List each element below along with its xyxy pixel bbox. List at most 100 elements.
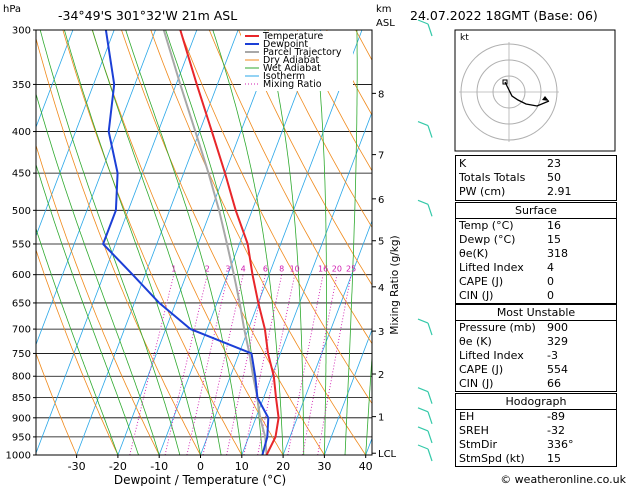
dry-adiabat-line [36, 248, 119, 455]
km-tick-label: 5 [378, 237, 384, 248]
isotherm-line [36, 30, 156, 346]
wet-adiabat-line [36, 92, 160, 455]
pressure-tick-label: 500 [12, 206, 31, 217]
mixing-ratio-label: 10 [290, 265, 300, 274]
most-unstable-key: CIN (J) [459, 377, 494, 390]
wind-barbs [417, 19, 433, 462]
surface-panel: Surface Temp (°C) 16 Dewp (°C) 15 θe(K) 318… [455, 202, 617, 304]
surface-value: 4 [547, 261, 554, 274]
legend-dry-adiabat: Dry Adiabat [263, 55, 320, 66]
index-row: PW (cm) 2.91 [459, 185, 614, 199]
mixing-ratio-label: 25 [346, 265, 356, 274]
most-unstable-key: Pressure (mb) [459, 321, 536, 334]
index-row: K 23 [459, 157, 614, 171]
pressure-tick-label: 700 [12, 325, 31, 336]
index-value: 2.91 [547, 185, 572, 198]
index-key: PW (cm) [459, 185, 506, 198]
surface-value: 0 [547, 275, 554, 288]
temperature-tick-label: 20 [276, 460, 290, 473]
hodograph-storm-marker [502, 79, 508, 85]
wet-adiabat-line [314, 30, 327, 455]
isotherm-line [282, 219, 372, 455]
most-unstable-key: Lifted Index [459, 349, 524, 362]
surface-title: Surface [515, 204, 557, 217]
surface-divider [456, 218, 616, 219]
dry-adiabat-line [150, 30, 367, 455]
mixing-ratio-label: 8 [279, 265, 284, 274]
legend-mixing-ratio: Mixing Ratio [263, 79, 322, 90]
surface-key: CAPE (J) [459, 275, 504, 288]
isotherm-line [324, 328, 372, 455]
x-axis-title: Dewpoint / Temperature (°C) [114, 473, 286, 486]
hodograph-table-title: Hodograph [505, 395, 567, 408]
isotherm-line [36, 30, 198, 455]
most-unstable-row: CIN (J) 66 [459, 377, 614, 391]
mixing-ratio-axis-title: Mixing Ratio (g/kg) [389, 235, 401, 334]
most-unstable-key: CAPE (J) [459, 363, 504, 376]
most-unstable-value: -3 [547, 349, 558, 362]
surface-row: Lifted Index 4 [459, 261, 614, 275]
most-unstable-row: CAPE (J) 554 [459, 363, 614, 377]
isotherm-line [36, 30, 115, 237]
mixing-ratio-line [202, 274, 244, 455]
mixing-ratio-line [287, 274, 324, 455]
wet-adiabat-line [125, 30, 243, 455]
series-dewpoint [102, 30, 270, 455]
surface-row: Dewp (°C) 15 [459, 233, 614, 247]
surface-row: θe(K) 318 [459, 247, 614, 261]
index-value: 50 [547, 171, 561, 184]
wet-adiabat-line [212, 30, 284, 455]
hodograph-table-panel: Hodograph EH -89 SREH -32 StmDir 336° StmSp… [455, 393, 617, 467]
most-unstable-value: 329 [547, 335, 568, 348]
surface-key: θe(K) [459, 247, 489, 260]
index-row: Totals Totals 50 [459, 171, 614, 185]
wet-adiabat-line [39, 30, 181, 455]
surface-row: CIN (J) 0 [459, 289, 614, 303]
hodograph-table-key: StmDir [459, 438, 498, 451]
surface-key: CIN (J) [459, 289, 494, 302]
mixing-ratio-label: 16 [318, 265, 328, 274]
wind-barb-staff [427, 322, 433, 336]
most-unstable-divider [456, 320, 616, 321]
hodograph-table-row: EH -89 [459, 410, 614, 424]
wet-adiabat-line [92, 30, 222, 455]
isotherm-line [117, 30, 280, 455]
index-key: Totals Totals [459, 171, 526, 184]
wet-adiabat-line [36, 163, 139, 455]
wet-adiabat-line [264, 30, 305, 455]
pressure-tick-label: 350 [12, 80, 31, 91]
location-title: -34°49'S 301°32'W 21m ASL [58, 8, 237, 23]
hodograph-table-key: SREH [459, 424, 489, 437]
legend-box [241, 31, 353, 91]
dry-adiabat-line [208, 30, 372, 345]
hodograph-table-row: SREH -32 [459, 424, 614, 438]
pressure-tick-label: 450 [12, 169, 31, 180]
surface-key: Dewp (°C) [459, 233, 516, 246]
wet-adiabat-line [365, 351, 372, 455]
surface-value: 15 [547, 233, 561, 246]
plot-frame [35, 29, 373, 456]
hodograph-arrowhead [542, 96, 549, 101]
mixing-ratio-label: 6 [263, 265, 268, 274]
legend: Temperature Dewpoint Parcel Trajectory D… [241, 31, 353, 91]
wind-barb-staff [427, 23, 433, 37]
most-unstable-value: 900 [547, 321, 568, 334]
mixing-ratio-label: 4 [241, 265, 246, 274]
wind-barb-staff [427, 411, 433, 424]
dry-adiabat-line [36, 352, 77, 455]
surface-key: Lifted Index [459, 261, 524, 274]
km-tick-label: 1 [378, 413, 384, 424]
hodograph-table-value: -89 [547, 410, 565, 423]
mixing-ratio-line [164, 274, 208, 455]
dry-adiabat-line [238, 30, 372, 286]
mixing-ratio-line [317, 274, 352, 455]
most-unstable-value: 554 [547, 363, 568, 376]
dry-adiabat-line [296, 30, 372, 172]
km-tick-label: 3 [378, 327, 384, 338]
hodograph-table-value: 15 [547, 452, 561, 465]
pressure-tick-label: 850 [12, 393, 31, 404]
index-value: 23 [547, 157, 561, 170]
surface-value: 318 [547, 247, 568, 260]
series-parcel-trajectory [162, 30, 268, 455]
